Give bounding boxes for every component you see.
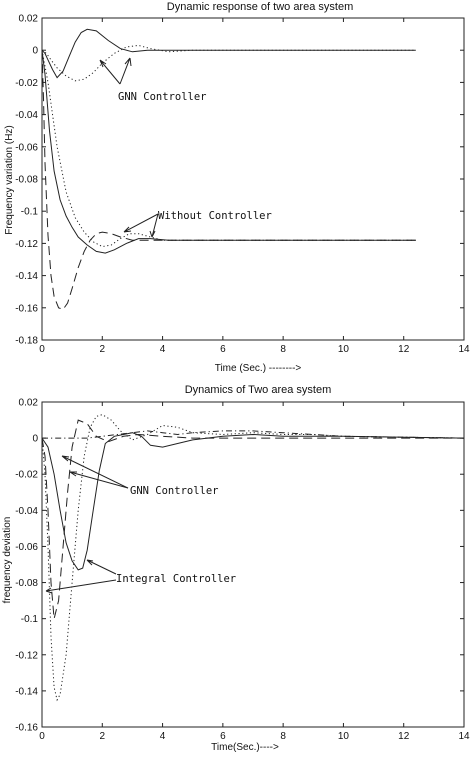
bottom-plot-frame: [41, 401, 465, 728]
top-ytick-label: -0.1: [21, 207, 39, 218]
top-series-4-line: [41, 50, 416, 310]
top-series-2-line: [41, 44, 416, 82]
bottom-xtick-label: 8: [280, 731, 286, 742]
bottom-chart-ylabel: frequency deviation: [2, 517, 13, 604]
bottom-ytick-label: -0.14: [15, 686, 38, 697]
top-chart-title: Dynamic response of two area system: [167, 1, 353, 13]
top-arrow-gnn-2: [119, 57, 132, 85]
bottom-arrow-integral-2: [45, 579, 117, 594]
bottom-annotation-gnn: GNN Controller: [130, 485, 219, 497]
top-ytick-label: -0.02: [15, 78, 38, 89]
top-chart-ylabel: Frequency variation (Hz): [4, 125, 15, 234]
bottom-ytick-label: -0.08: [15, 578, 38, 589]
bottom-ytick-label: -0.06: [15, 542, 38, 553]
top-ytick-label: 0: [32, 46, 38, 57]
top-ytick-label: -0.18: [15, 336, 38, 347]
bottom-xtick-label: 4: [160, 731, 166, 742]
top-xtick-label: 6: [220, 344, 226, 355]
top-chart: Dynamic response of two area system Freq…: [4, 1, 470, 374]
top-xtick-label: 8: [280, 344, 286, 355]
bottom-series-2-line: [41, 414, 465, 702]
top-ytick-label: -0.12: [15, 239, 38, 250]
bottom-xtick-label: 2: [100, 731, 106, 742]
bottom-series-4-line: [42, 430, 465, 439]
top-xtick-label: 14: [458, 344, 470, 355]
top-xtick-label: 10: [338, 344, 350, 355]
bottom-ytick-label: 0: [32, 434, 38, 445]
top-ytick-label: 0.02: [19, 14, 39, 25]
bottom-xtick-label: 14: [458, 731, 470, 742]
bottom-chart-xlabel: Time(Sec.)---->: [211, 742, 279, 753]
bottom-arrow-gnn-1: [61, 455, 129, 489]
top-xtick-label: 2: [100, 344, 106, 355]
bottom-chart-title: Dynamics of Two area system: [185, 384, 332, 396]
top-annotation-gnn: GNN Controller: [118, 91, 207, 103]
bottom-annotation-integral: Integral Controller: [116, 573, 236, 585]
bottom-ytick-label: -0.16: [15, 723, 38, 734]
bottom-ytick-label: 0.02: [19, 398, 39, 409]
bottom-series-1-line: [41, 419, 464, 619]
bottom-ytick-label: -0.02: [15, 470, 38, 481]
top-ytick-label: -0.14: [15, 271, 38, 282]
top-arrow-without-2: [149, 213, 159, 238]
bottom-ytick-label: -0.1: [21, 614, 39, 625]
top-ytick-label: -0.04: [15, 110, 38, 121]
bottom-xtick-label: 6: [220, 731, 226, 742]
bottom-ytick-label: -0.12: [15, 650, 38, 661]
top-xtick-label: 12: [398, 344, 410, 355]
top-ytick-label: -0.08: [15, 175, 38, 186]
bottom-arrow-gnn-2: [69, 471, 129, 489]
top-chart-xlabel: Time (Sec.) -------->: [215, 363, 302, 374]
top-xtick-label: 0: [39, 344, 45, 355]
bottom-chart: Dynamics of Two area system frequency de…: [2, 384, 470, 753]
bottom-series-3-line: [41, 432, 465, 571]
bottom-ytick-label: -0.04: [15, 506, 38, 517]
top-series-5-line: [41, 50, 416, 248]
top-xtick-label: 4: [160, 344, 166, 355]
top-chart-annotations: GNN Controller Without Controller: [99, 57, 272, 238]
top-series-1-line: [41, 28, 416, 79]
bottom-xtick-label: 12: [398, 731, 410, 742]
top-annotation-without: Without Controller: [158, 210, 272, 222]
bottom-arrow-integral-1: [86, 559, 117, 575]
top-ytick-label: -0.16: [15, 303, 38, 314]
top-ytick-label: -0.06: [15, 142, 38, 153]
bottom-chart-annotations: GNN Controller Integral Controller: [45, 455, 236, 594]
bottom-xtick-label: 0: [39, 731, 45, 742]
top-arrow-gnn-1: [99, 59, 121, 85]
top-arrow-without-1: [123, 213, 159, 233]
bottom-xtick-label: 10: [338, 731, 350, 742]
top-series-3-line: [41, 50, 416, 254]
